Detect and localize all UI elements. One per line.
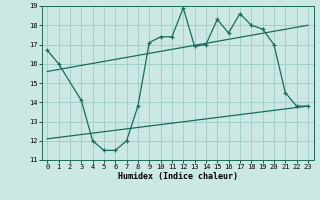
X-axis label: Humidex (Indice chaleur): Humidex (Indice chaleur) [118,172,237,181]
